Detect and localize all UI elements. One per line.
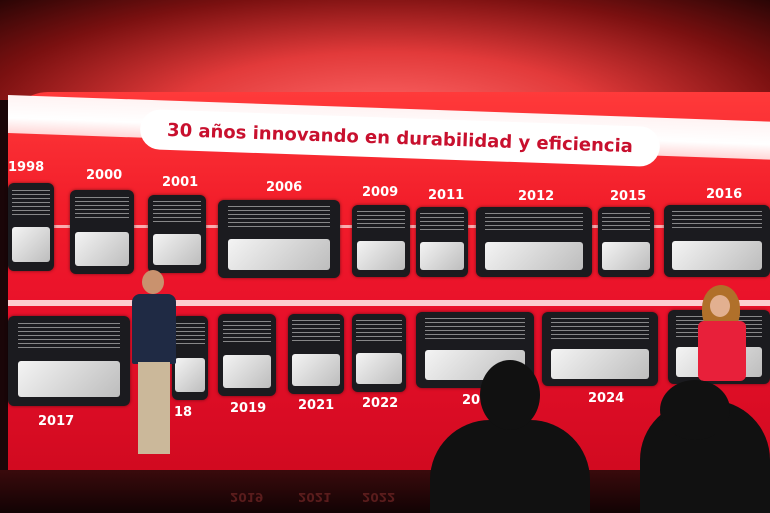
year-label: 2011 [428, 188, 465, 203]
audience-head [660, 380, 730, 440]
year-label: 2016 [706, 187, 743, 202]
timeline-card [416, 207, 468, 277]
male-speaker [132, 270, 176, 460]
year-label: 2024 [588, 391, 625, 406]
headline: 30 años innovando en durabilidad y efici… [166, 119, 634, 157]
year-label: 2019 [230, 401, 267, 416]
timeline-line-bottom [8, 300, 770, 306]
floor-reflection: 2022 [362, 490, 396, 504]
year-label: 2012 [518, 189, 555, 204]
timeline-card [476, 207, 592, 277]
timeline-card [70, 190, 134, 274]
year-label: 2000 [86, 168, 123, 183]
timeline-card [352, 314, 406, 392]
timeline-card [288, 314, 344, 394]
year-label: 2001 [162, 175, 199, 190]
year-label: 2006 [266, 180, 303, 195]
timeline-card [352, 205, 410, 277]
audience-silhouette [430, 420, 590, 513]
year-label: 2009 [362, 185, 399, 200]
timeline-card [172, 316, 208, 400]
timeline-card [8, 316, 130, 406]
floor-reflection: 2019 [230, 490, 264, 504]
year-label: 2017 [38, 414, 75, 429]
year-label: 2015 [610, 189, 647, 204]
ceiling [0, 0, 770, 100]
timeline-card [598, 207, 654, 277]
female-speaker [698, 285, 746, 385]
year-label: 18 [174, 405, 193, 420]
timeline-card [664, 205, 770, 277]
audience-head [480, 360, 540, 430]
year-label: 2022 [362, 396, 399, 411]
timeline-card [542, 312, 658, 386]
timeline-card [148, 195, 206, 273]
floor-reflection: 2021 [298, 490, 332, 504]
timeline-card [218, 200, 340, 278]
timeline-card [8, 183, 54, 271]
year-label: 1998 [8, 160, 45, 175]
year-label: 2021 [298, 398, 335, 413]
timeline-card [218, 314, 276, 396]
